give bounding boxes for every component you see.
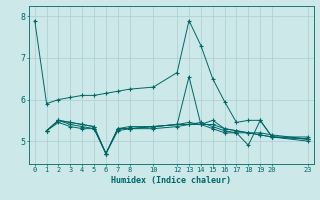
X-axis label: Humidex (Indice chaleur): Humidex (Indice chaleur) xyxy=(111,176,231,185)
